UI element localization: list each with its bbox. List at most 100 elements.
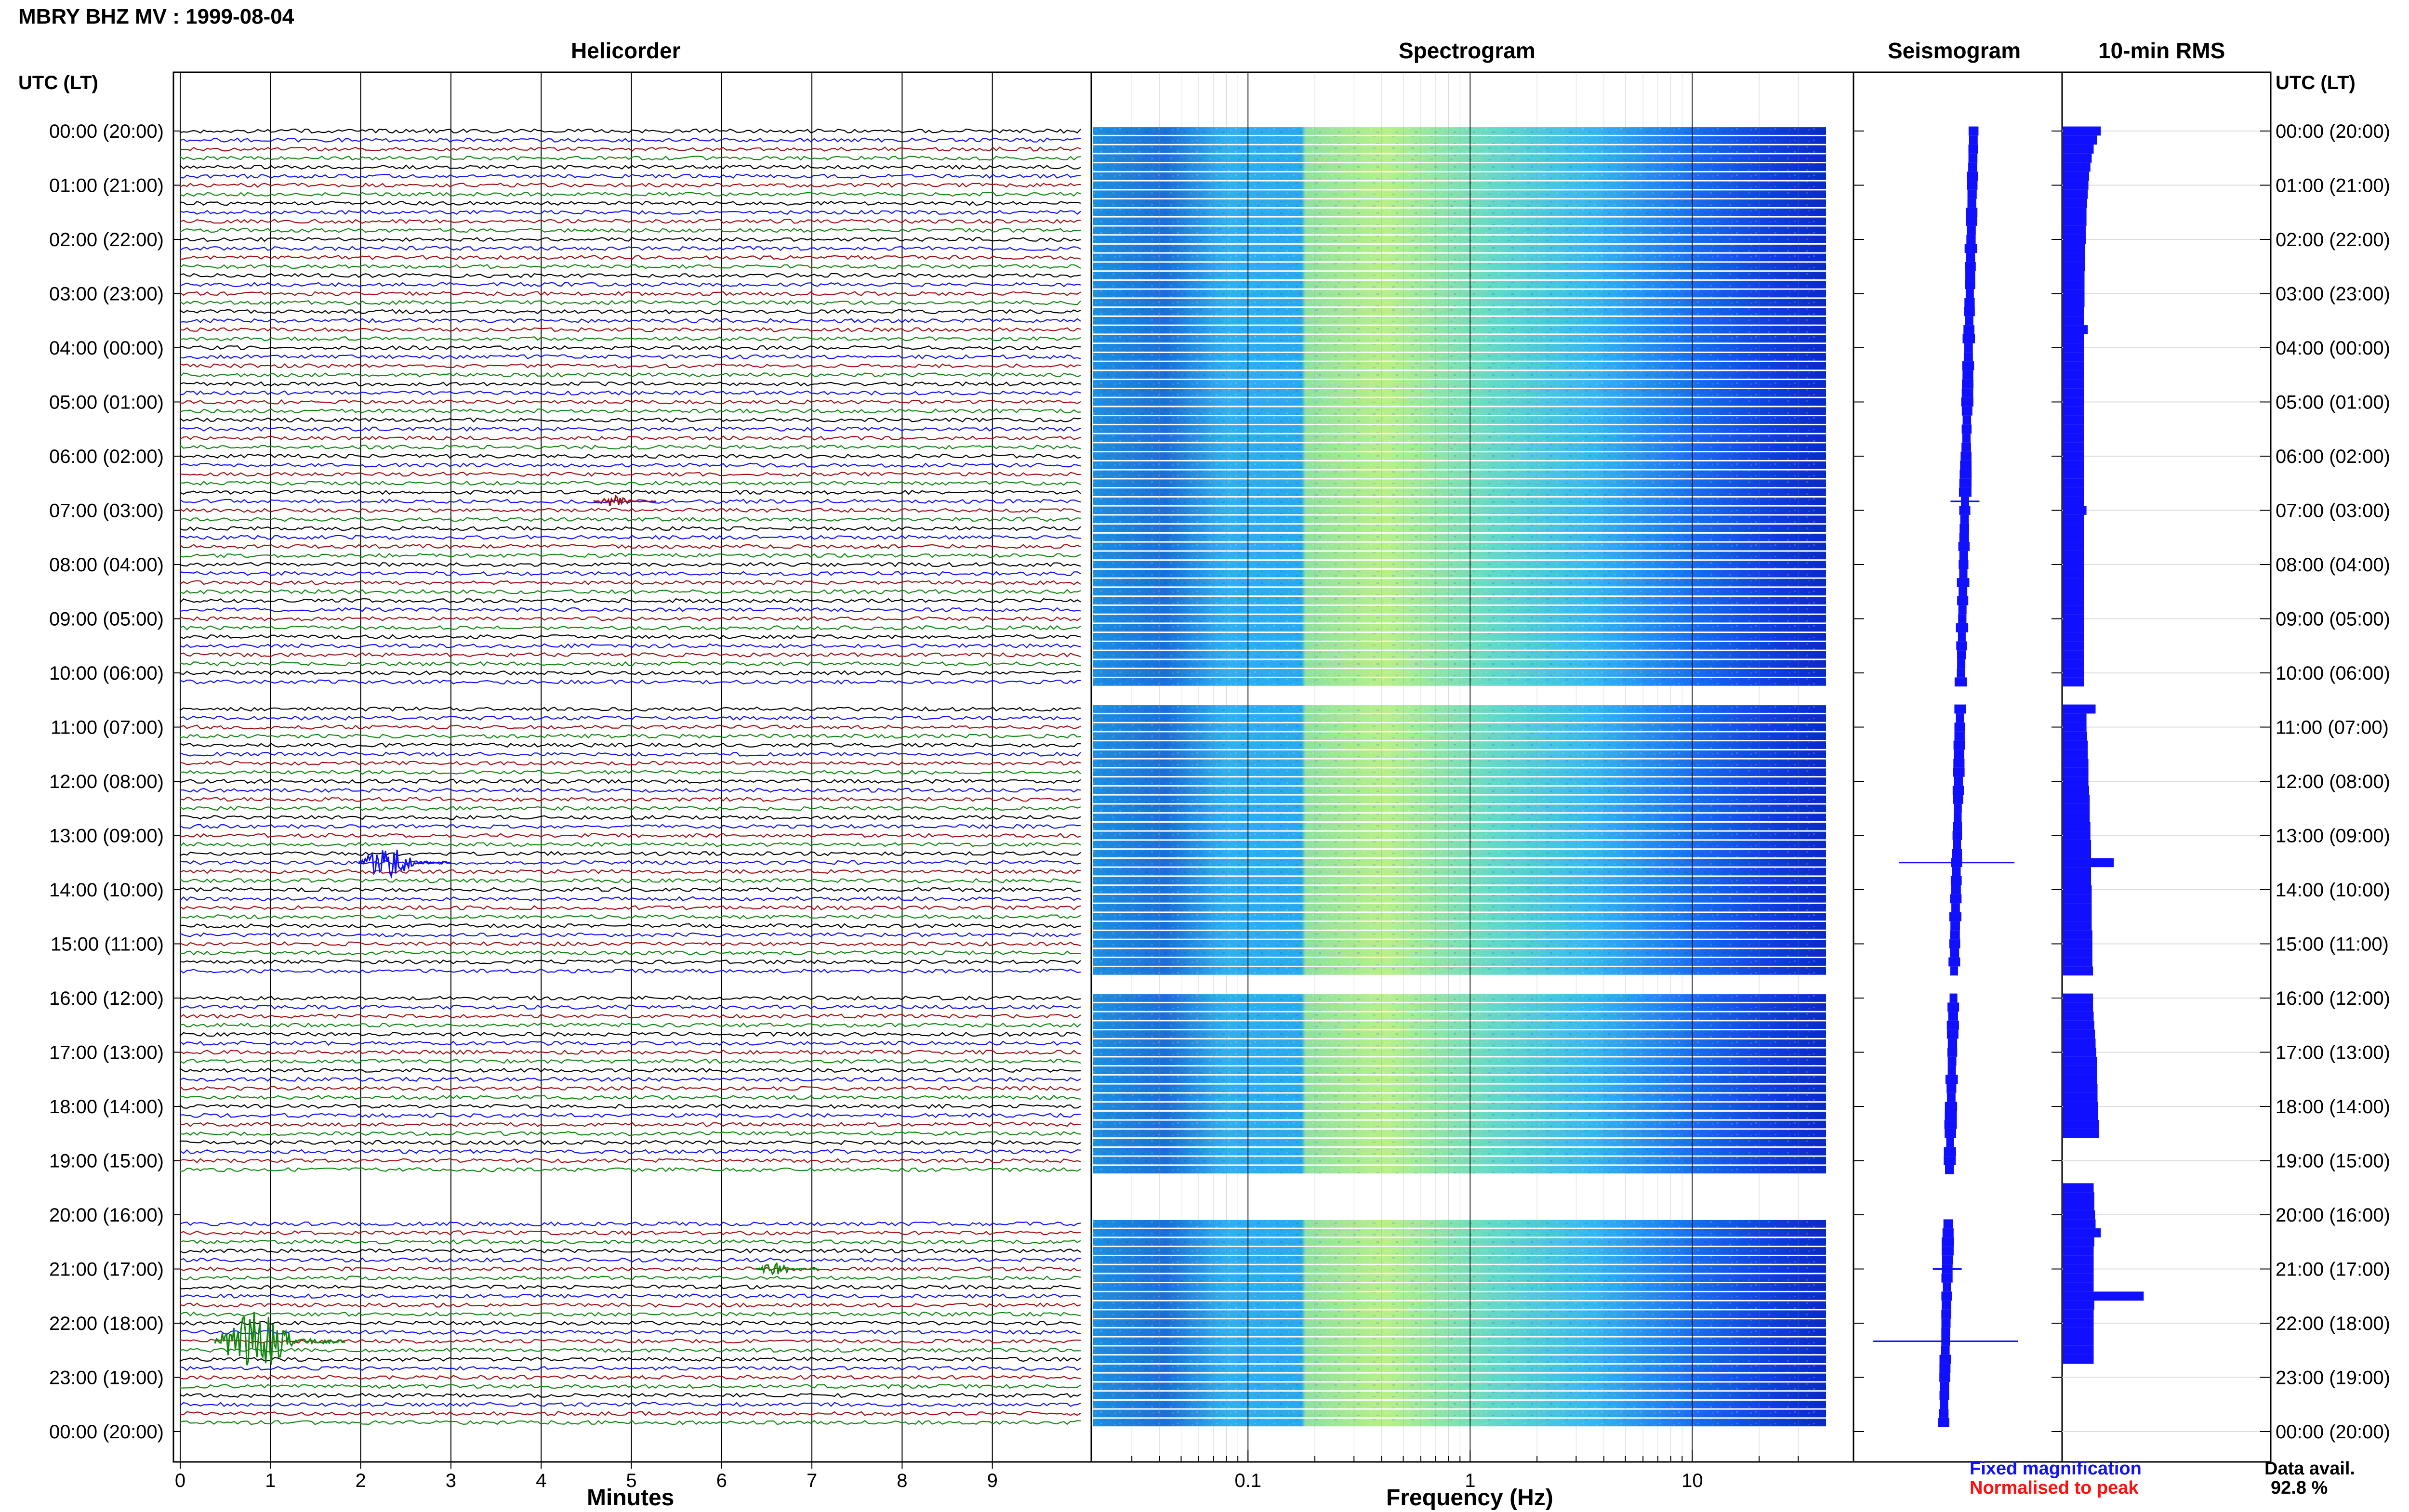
rms-bar bbox=[2063, 217, 2087, 226]
rms-bar bbox=[2063, 253, 2085, 262]
rms-bar bbox=[2063, 1192, 2094, 1201]
rms-bar bbox=[2063, 740, 2088, 750]
helicorder-trace bbox=[179, 1257, 1081, 1263]
rms-bar bbox=[2063, 650, 2084, 659]
spectrogram-texture bbox=[1093, 353, 1826, 361]
helicorder-trace bbox=[179, 1140, 1081, 1145]
seismogram-segment bbox=[1950, 930, 1960, 940]
seismogram-segment bbox=[1941, 1318, 1951, 1328]
helicorder-title: Helicorder bbox=[571, 38, 681, 63]
minute-tick-label: 8 bbox=[897, 1470, 907, 1491]
seismogram-segment bbox=[1961, 388, 1973, 398]
helicorder-trace bbox=[179, 679, 1081, 685]
helicorder-trace bbox=[179, 381, 1081, 387]
spectrogram-texture bbox=[1093, 786, 1826, 794]
seismogram-segment bbox=[1962, 415, 1972, 425]
helicorder-trace bbox=[179, 282, 1081, 288]
seismogram-segment bbox=[1948, 957, 1960, 967]
spectrogram-texture bbox=[1093, 1301, 1826, 1309]
helicorder-trace bbox=[179, 1149, 1081, 1155]
seismogram-segment bbox=[1945, 1102, 1958, 1111]
helicorder-trace bbox=[179, 1302, 1081, 1308]
helicorder-trace bbox=[179, 489, 1081, 495]
seismogram-segment bbox=[1945, 1129, 1956, 1138]
hour-label-left: 04:00 (00:00) bbox=[49, 338, 164, 359]
minute-tick-label: 4 bbox=[536, 1470, 546, 1491]
spectrogram-texture bbox=[1093, 831, 1826, 840]
rms-bar bbox=[2063, 1056, 2097, 1066]
rms-bar bbox=[2063, 921, 2092, 931]
seismogram-segment bbox=[1959, 551, 1968, 560]
seismogram-segment bbox=[1950, 876, 1962, 885]
seismogram-segment bbox=[1965, 316, 1973, 326]
helicorder-trace bbox=[179, 390, 1081, 396]
seismogram-segment bbox=[1944, 1156, 1956, 1165]
seismogram-segment bbox=[1958, 605, 1967, 615]
helicorder-trace bbox=[179, 1239, 1081, 1245]
seismogram-segment bbox=[1946, 1084, 1957, 1093]
spectrogram-texture bbox=[1093, 931, 1826, 939]
spectrogram-texture bbox=[1093, 1139, 1826, 1146]
helicorder-trace bbox=[179, 968, 1081, 974]
rms-bar bbox=[2063, 1039, 2096, 1048]
seismogram-segment bbox=[1956, 641, 1967, 651]
rms-bar bbox=[2063, 641, 2084, 651]
seismogram-segment bbox=[1941, 1309, 1951, 1319]
spectrogram-texture bbox=[1093, 642, 1826, 650]
frequency-tick-label: 10 bbox=[1681, 1470, 1703, 1491]
seismogram-segment bbox=[1947, 1002, 1959, 1012]
rms-bar bbox=[2063, 813, 2090, 822]
spectrogram-texture bbox=[1093, 344, 1826, 352]
rms-bar bbox=[2063, 569, 2084, 579]
seismogram-segment bbox=[1966, 253, 1975, 262]
spectrogram-texture bbox=[1093, 841, 1826, 849]
spectrogram-texture bbox=[1093, 461, 1826, 469]
helicorder-trace bbox=[179, 273, 1081, 278]
rms-bar bbox=[2063, 957, 2092, 967]
rms-bar bbox=[2063, 145, 2094, 154]
helicorder-trace bbox=[179, 932, 1081, 938]
seismogram-segment bbox=[1953, 840, 1961, 849]
spectrogram-texture bbox=[1093, 913, 1826, 921]
rms-bar bbox=[2063, 415, 2084, 425]
hour-label-left: 09:00 (05:00) bbox=[49, 609, 164, 630]
seismogram-segment bbox=[1959, 478, 1972, 488]
rms-bar bbox=[2063, 894, 2092, 904]
spectrogram-texture bbox=[1093, 1084, 1826, 1092]
seismogram-segment bbox=[1941, 1345, 1950, 1355]
seismogram-segment bbox=[1941, 1291, 1952, 1301]
helicorder-trace bbox=[179, 128, 1081, 134]
helicorder-trace bbox=[179, 580, 1081, 585]
seismogram-segment bbox=[1950, 966, 1958, 976]
minute-tick-label: 7 bbox=[807, 1470, 817, 1491]
hour-label-left: 10:00 (06:00) bbox=[49, 663, 164, 684]
hour-label-left: 23:00 (19:00) bbox=[49, 1367, 164, 1389]
helicorder-trace bbox=[179, 1366, 1081, 1371]
seismogram-segment bbox=[1957, 659, 1966, 669]
rms-bar bbox=[2063, 723, 2087, 732]
seismogram-segment bbox=[1961, 397, 1973, 407]
rms-bar bbox=[2063, 307, 2084, 316]
seismogram-segment bbox=[1959, 533, 1969, 542]
seismogram-segment bbox=[1941, 1273, 1953, 1283]
helicorder-trace bbox=[179, 1113, 1081, 1118]
hour-label-left: 21:00 (17:00) bbox=[49, 1259, 164, 1280]
helicorder-trace bbox=[179, 923, 1081, 929]
hour-label-right: 15:00 (11:00) bbox=[2276, 934, 2389, 955]
rms-bar bbox=[2063, 759, 2089, 768]
seismogram-segment bbox=[1963, 325, 1974, 334]
spectrogram-texture bbox=[1093, 515, 1826, 524]
helicorder-trace bbox=[179, 200, 1081, 206]
rms-bar bbox=[2063, 939, 2092, 948]
helicorder-trace bbox=[179, 841, 1081, 848]
helicorder-trace bbox=[179, 950, 1081, 956]
seismogram-segment bbox=[1949, 939, 1960, 948]
hour-label-left: 19:00 (15:00) bbox=[49, 1151, 164, 1172]
spectrogram-texture bbox=[1093, 1157, 1826, 1165]
spectrogram-texture bbox=[1093, 299, 1826, 307]
helicorder-trace bbox=[179, 526, 1081, 531]
seismogram-segment bbox=[1953, 740, 1965, 750]
spectrogram-texture bbox=[1093, 967, 1826, 975]
rms-bar bbox=[2063, 1228, 2101, 1237]
seismogram-segment bbox=[1950, 894, 1962, 904]
